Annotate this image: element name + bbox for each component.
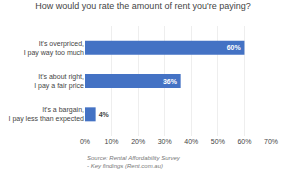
svg-text:60%: 60% xyxy=(237,138,251,145)
svg-text:0%: 0% xyxy=(80,138,90,145)
svg-text:40%: 40% xyxy=(184,138,198,145)
svg-text:Source: Rental Affordability S: Source: Rental Affordability Survey- Key… xyxy=(87,155,181,169)
svg-text:It's about right,I pay a fair: It's about right,I pay a fair price xyxy=(34,73,84,90)
svg-text:4%: 4% xyxy=(99,111,110,118)
svg-text:It's a bargain,I pay less than: It's a bargain,I pay less than expected xyxy=(9,106,85,123)
svg-text:60%: 60% xyxy=(227,44,242,51)
svg-text:70%: 70% xyxy=(264,138,278,145)
svg-text:50%: 50% xyxy=(211,138,225,145)
svg-text:10%: 10% xyxy=(105,138,119,145)
svg-text:36%: 36% xyxy=(163,78,178,85)
svg-text:30%: 30% xyxy=(158,138,172,145)
svg-text:20%: 20% xyxy=(131,138,145,145)
svg-text:How would you rate the amount: How would you rate the amount of rent yo… xyxy=(35,1,250,11)
svg-text:It's overpriced,I pay way too: It's overpriced,I pay way too much xyxy=(24,40,84,57)
